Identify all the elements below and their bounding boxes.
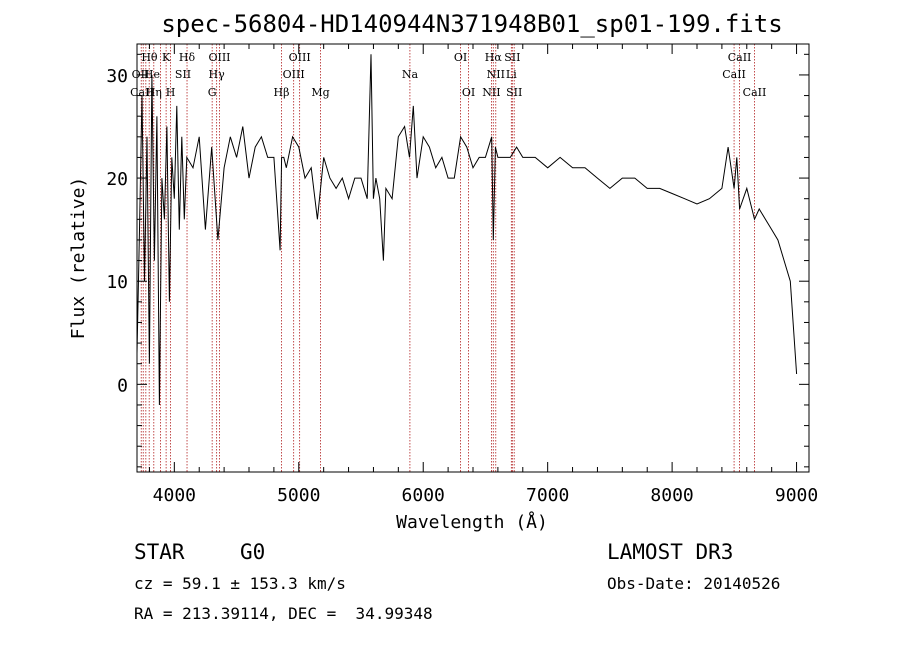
- y-tick-label-2: 20: [106, 169, 128, 190]
- line-label-12: Hγ: [209, 68, 226, 81]
- line-label-13: OIII: [283, 68, 305, 81]
- line-label-20: H: [166, 86, 176, 99]
- x-tick-label-5: 9000: [775, 485, 818, 506]
- line-label-8: CaII: [728, 51, 752, 64]
- x-tick-label-2: 6000: [402, 485, 445, 506]
- y-tick-label-0: 0: [117, 375, 128, 396]
- x-axis-label: Wavelength (Å): [396, 511, 548, 533]
- line-label-0: Hθ: [141, 51, 158, 64]
- x-tick-label-1: 5000: [277, 485, 320, 506]
- spectrum-line: [136, 54, 798, 406]
- line-label-23: Mg: [311, 86, 329, 99]
- redshift-readout: cz = 59.1 ± 153.3 km/s: [134, 574, 346, 593]
- coordinates: RA = 213.39114, DEC = 34.99348: [134, 604, 433, 623]
- x-tick-label-3: 7000: [526, 485, 569, 506]
- line-label-10: He: [144, 68, 160, 81]
- y-tick-label-1: 10: [106, 272, 128, 293]
- line-label-19: Hη: [146, 86, 162, 99]
- line-label-25: NII: [482, 86, 500, 99]
- y-axis-ticks: 0 10 20 30: [106, 53, 809, 468]
- x-axis-ticks: 4000 5000 6000 7000 8000 9000: [148, 44, 818, 506]
- emission-line-markers: [140, 44, 755, 472]
- y-tick-label-3: 30: [106, 66, 128, 87]
- line-label-18: CaII: [130, 86, 154, 99]
- object-subclass: G0: [240, 540, 266, 564]
- object-class: STAR: [134, 540, 185, 564]
- line-label-1: K: [162, 51, 171, 64]
- line-label-14: Na: [402, 68, 419, 81]
- chart-title: spec-56804-HD140944N371948B01_sp01-199.f…: [161, 10, 782, 38]
- line-label-16: Li: [506, 68, 517, 81]
- plot-frame: [136, 43, 810, 473]
- line-label-21: G: [208, 86, 217, 99]
- spectrum-series: [136, 54, 798, 406]
- line-label-2: Hδ: [179, 51, 196, 64]
- x-tick-label-0: 4000: [153, 485, 196, 506]
- obs-date: Obs-Date: 20140526: [607, 574, 781, 593]
- survey-name: LAMOST DR3: [607, 540, 734, 564]
- line-label-17: CaII: [722, 68, 746, 81]
- line-label-27: CaII: [743, 86, 767, 99]
- line-label-4: OIII: [289, 51, 311, 64]
- line-label-7: SII: [504, 51, 520, 64]
- line-label-15: NII: [487, 68, 505, 81]
- y-axis-label: Flux (relative): [68, 177, 89, 340]
- line-label-11: SII: [175, 68, 191, 81]
- line-label-5: OI: [454, 51, 467, 64]
- line-label-22: Hβ: [274, 86, 290, 99]
- line-label-24: OI: [462, 86, 475, 99]
- line-label-3: OIII: [208, 51, 230, 64]
- x-tick-label-4: 8000: [650, 485, 693, 506]
- line-label-6: Hα: [485, 51, 503, 64]
- line-label-26: SII: [506, 86, 522, 99]
